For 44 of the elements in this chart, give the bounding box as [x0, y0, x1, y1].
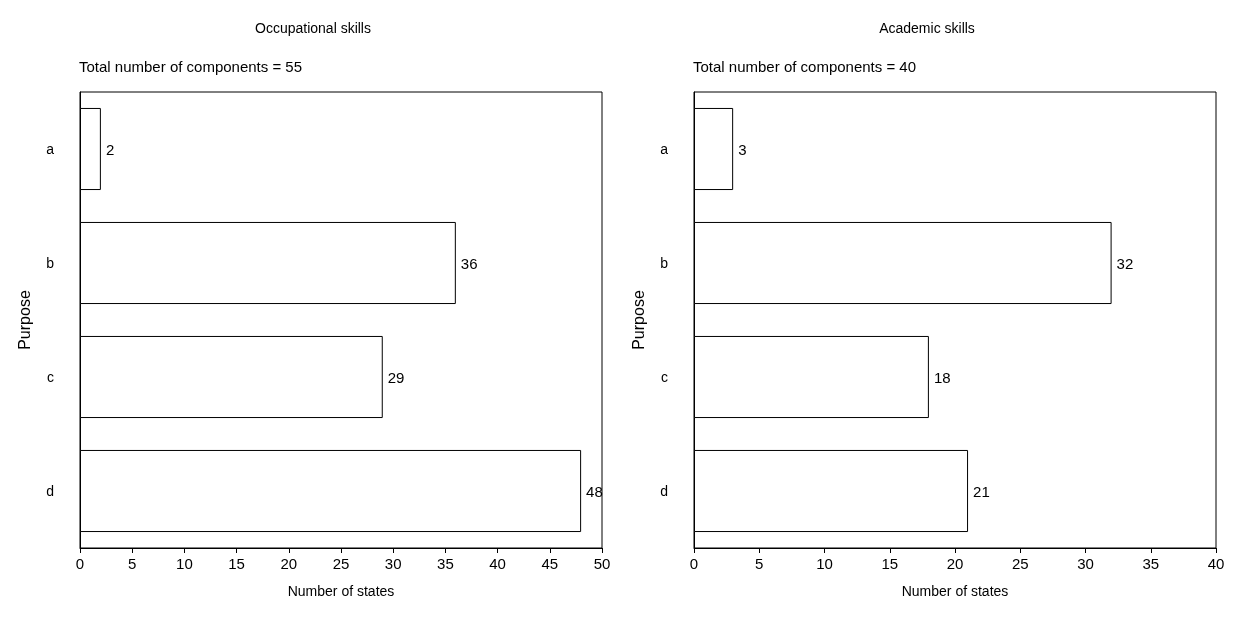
x-tick-label: 40	[489, 555, 506, 572]
data-label: 3	[738, 140, 747, 158]
y-tick-label: a	[46, 141, 55, 157]
y-tick-label: b	[46, 255, 55, 271]
x-tick-label: 10	[176, 555, 193, 572]
x-tick-label: 40	[1207, 555, 1225, 572]
y-tick-label: d	[660, 483, 668, 499]
x-tick-label: 0	[75, 555, 85, 572]
data-label: 29	[387, 368, 405, 386]
x-tick-label: 5	[128, 555, 137, 572]
x-tick-label: 0	[689, 555, 699, 572]
x-tick-label: 25	[1011, 555, 1029, 572]
y-tick-label: d	[46, 483, 54, 499]
x-tick-label: 10	[816, 555, 833, 572]
x-tick-label: 5	[755, 555, 764, 572]
y-tick-label: c	[47, 369, 54, 385]
x-tick-label: 45	[541, 555, 559, 572]
chart-title: Occupational skills	[255, 20, 371, 36]
x-tick-label: 15	[228, 555, 245, 572]
y-tick-label: a	[660, 141, 669, 157]
chart-title: Academic skills	[879, 20, 975, 36]
x-axis-title: Number of states	[287, 583, 395, 599]
y-axis-title: Purpose	[15, 290, 33, 350]
y-tick-label: c	[661, 369, 668, 385]
data-label: 2	[105, 140, 115, 158]
x-tick-label: 30	[384, 555, 402, 572]
data-label: 48	[586, 482, 603, 500]
x-tick-label: 50	[593, 555, 611, 572]
x-tick-label: 20	[946, 555, 964, 572]
chart-subtitle: Total number of components = 55	[79, 58, 303, 75]
data-label: 36	[460, 254, 478, 272]
data-label: 21	[973, 482, 990, 500]
x-tick-label: 30	[1077, 555, 1094, 572]
x-tick-label: 35	[1142, 555, 1160, 572]
x-tick-label: 35	[437, 555, 454, 572]
chart-subtitle: Total number of components = 40	[693, 58, 917, 75]
y-axis-title: Purpose	[629, 290, 647, 350]
data-label: 32	[1116, 254, 1134, 272]
data-label: 18	[933, 368, 951, 386]
y-tick-label: b	[660, 255, 669, 271]
x-tick-label: 15	[881, 555, 899, 572]
x-tick-label: 25	[332, 555, 350, 572]
x-tick-label: 20	[280, 555, 298, 572]
x-axis-title: Number of states	[901, 583, 1009, 599]
